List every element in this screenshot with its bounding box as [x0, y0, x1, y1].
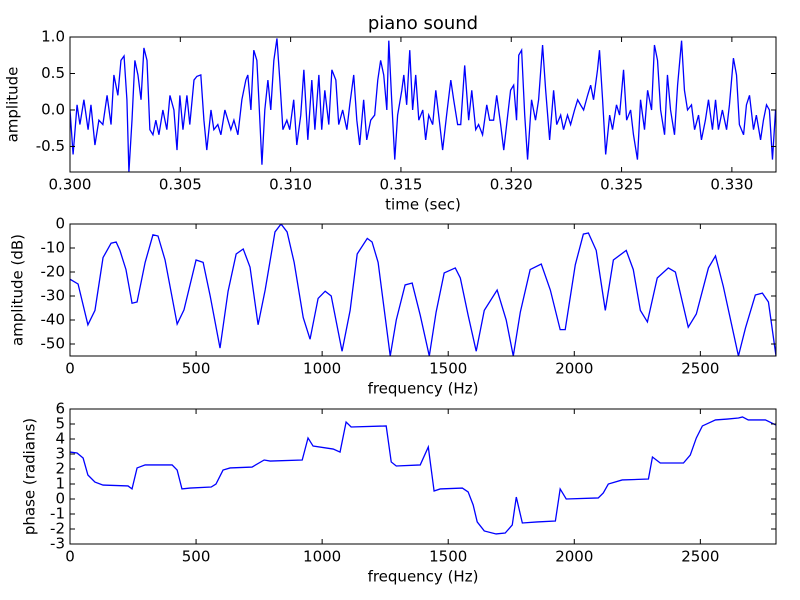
x-tick-label: 500: [182, 360, 211, 378]
y-axis-label: phase (radians): [21, 418, 39, 535]
x-axis-label: time (sec): [385, 196, 461, 214]
x-tick-label: 1500: [429, 360, 467, 378]
x-tick-label: 2000: [555, 548, 593, 566]
x-tick-label: 2500: [681, 548, 719, 566]
y-tick-label: -30: [41, 287, 66, 305]
y-tick-label: 0.5: [41, 64, 65, 82]
y-tick-label: -2: [50, 520, 65, 538]
x-tick-label: 0.330: [710, 176, 753, 194]
y-tick-label: -50: [41, 335, 66, 353]
y-tick-label: -20: [41, 263, 66, 281]
x-tick-label: 2000: [555, 360, 593, 378]
axes-frame: [69, 223, 777, 357]
data-line: [70, 416, 776, 535]
y-tick-label: 2: [55, 460, 65, 478]
axes-frame: [69, 36, 777, 173]
data-line: [70, 224, 776, 356]
y-tick-label: 1.0: [41, 28, 65, 46]
x-tick-label: 0: [65, 360, 75, 378]
y-tick-label: -1: [50, 505, 65, 523]
x-tick-label: 0.305: [159, 176, 202, 194]
x-tick-label: 0.315: [379, 176, 422, 194]
y-tick-label: 5: [55, 415, 65, 433]
x-axis-label: frequency (Hz): [368, 380, 479, 398]
x-tick-label: 2500: [681, 360, 719, 378]
y-tick-label: 6: [55, 400, 65, 418]
axes-frame: [69, 408, 777, 545]
x-axis-label: frequency (Hz): [368, 568, 479, 586]
x-tick-label: 500: [182, 548, 211, 566]
x-tick-label: 1500: [429, 548, 467, 566]
y-tick-label: 4: [55, 430, 65, 448]
y-tick-label: 3: [55, 445, 65, 463]
y-tick-label: 0.0: [41, 100, 65, 118]
y-tick-label: -3: [50, 535, 65, 553]
x-tick-label: 1000: [303, 360, 341, 378]
y-tick-label: 1: [55, 475, 65, 493]
x-tick-label: 0.325: [600, 176, 643, 194]
y-tick-label: 0: [55, 490, 65, 508]
x-tick-label: 0.300: [49, 176, 92, 194]
x-tick-label: 1000: [303, 548, 341, 566]
data-line: [70, 38, 776, 172]
x-tick-label: 0.320: [490, 176, 533, 194]
y-tick-label: -10: [41, 239, 66, 257]
x-tick-label: 0.310: [269, 176, 312, 194]
y-axis-label: amplitude (dB): [9, 234, 27, 346]
x-tick-label: 0: [65, 548, 75, 566]
y-tick-label: -40: [41, 311, 66, 329]
chart-title: piano sound: [368, 13, 478, 34]
y-axis-label: amplitude: [4, 67, 22, 143]
y-tick-label: -0.5: [36, 137, 65, 155]
y-tick-label: 0: [55, 215, 65, 233]
